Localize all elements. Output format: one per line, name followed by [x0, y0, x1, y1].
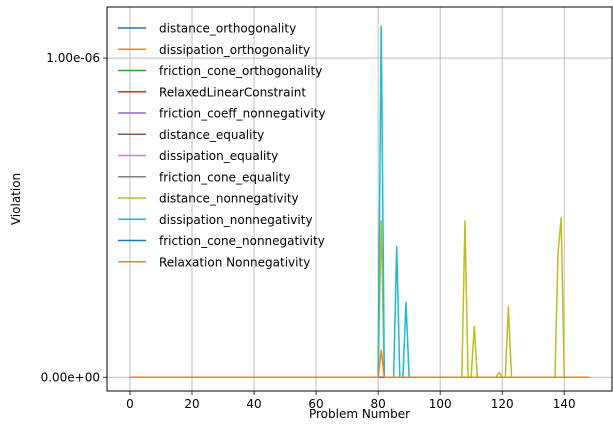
x-axis-label: Problem Number — [309, 407, 410, 421]
y-axis-label: Violation — [9, 173, 23, 225]
legend: distance_orthogonality dissipation_orthog… — [118, 22, 325, 269]
plot-frame — [106, 6, 613, 392]
legend-entry-label: dissipation_orthogonality — [159, 43, 310, 57]
legend-entry-label: friction_coeff_nonnegativity — [159, 107, 325, 121]
y-tick-label: 0.00e+00 — [41, 370, 100, 384]
y-axis-ticks: 0.00e+00 1.00e-06 — [41, 51, 107, 384]
y-tick-label: 1.00e-06 — [46, 51, 100, 65]
legend-entry-label: dissipation_nonnegativity — [159, 213, 313, 227]
series-line-11 — [129, 349, 590, 379]
x-tick-label: 140 — [553, 397, 576, 411]
legend-entry-label: distance_nonnegativity — [159, 192, 299, 206]
x-tick-label: 60 — [308, 397, 323, 411]
legend-entry-label: friction_cone_nonnegativity — [159, 234, 325, 248]
x-tick-label: 40 — [246, 397, 261, 411]
x-tick-label: 80 — [370, 397, 385, 411]
legend-entry-label: dissipation_equality — [159, 149, 278, 163]
legend-entry-label: Relaxation Nonnegativity — [159, 255, 310, 269]
x-tick-label: 0 — [126, 397, 134, 411]
x-tick-label: 20 — [184, 397, 199, 411]
legend-entry-label: friction_cone_orthogonality — [159, 64, 322, 78]
x-tick-label: 120 — [491, 397, 514, 411]
series-lines — [129, 25, 590, 379]
x-tick-label: 100 — [429, 397, 452, 411]
x-axis-ticks: 0 20 40 60 80 100 120 140 — [126, 391, 576, 411]
legend-entry-label: distance_equality — [159, 128, 264, 142]
legend-entry-label: distance_orthogonality — [159, 22, 296, 36]
legend-entry-label: friction_cone_equality — [159, 170, 290, 184]
legend-entry-label: RelaxedLinearConstraint — [159, 85, 306, 99]
